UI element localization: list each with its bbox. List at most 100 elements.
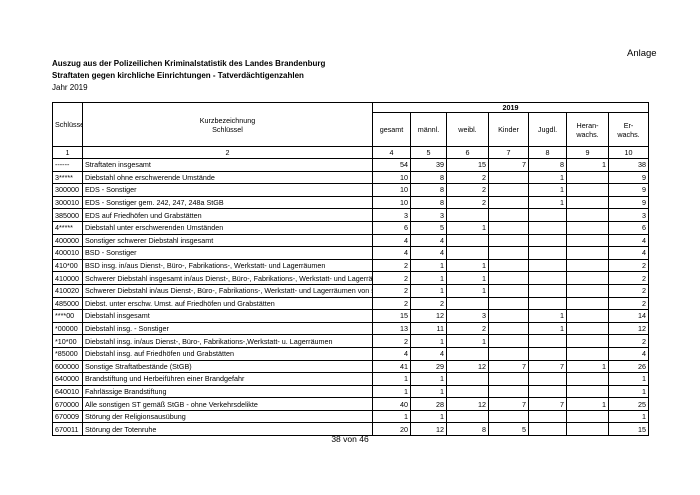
label-cell: Störung der Totenruhe (82, 422, 373, 437)
count-cell (528, 271, 567, 285)
count-cell (488, 372, 529, 386)
count-cell (528, 346, 567, 361)
column-number: 10 (608, 146, 649, 159)
count-cell (488, 271, 529, 285)
count-cell: 1 (528, 195, 567, 210)
data-row: 410000 Schwerer Diebstahl insgesamt in/au… (52, 271, 649, 285)
count-cell: 1 (410, 384, 447, 399)
count-cell: 1 (372, 372, 411, 386)
count-cell: 3 (372, 208, 411, 222)
count-cell: 1 (608, 384, 649, 399)
label-cell: Schwerer Diebstahl insgesamt in/aus Dien… (82, 271, 373, 285)
count-cell (566, 309, 609, 323)
column-head: Schlüssel (52, 102, 83, 147)
column-number: 7 (488, 146, 529, 159)
header-row: gesamt männl. weibl. Kinder Jugdl. Heran-wach… (53, 112, 649, 147)
count-cell: 7 (528, 397, 567, 411)
count-cell (488, 246, 529, 260)
key-cell: 385000 (52, 208, 83, 222)
label-cell: Diebstahl unter erschwerenden Umständen (82, 220, 373, 235)
count-cell (488, 309, 529, 323)
column-number: 6 (446, 146, 489, 159)
count-cell: 41 (372, 359, 411, 374)
label-cell: Diebstahl insg. in/aus Dienst-, Büro-, F… (82, 334, 373, 348)
count-cell (566, 195, 609, 210)
key-cell: 3***** (52, 170, 83, 185)
column-number: 4 (372, 146, 411, 159)
count-cell (566, 246, 609, 260)
key-cell: *00000 (52, 321, 83, 336)
count-cell: 4 (410, 246, 447, 260)
count-cell: 8 (528, 158, 567, 172)
count-cell: 5 (410, 220, 447, 235)
count-cell: 1 (446, 334, 489, 348)
key-cell: 300010 (52, 195, 83, 210)
count-cell: 1 (566, 359, 609, 374)
count-cell: 1 (446, 283, 489, 298)
count-cell: 4 (372, 346, 411, 361)
count-cell (488, 233, 529, 248)
count-cell: 12 (446, 359, 489, 374)
count-cell: 2 (446, 195, 489, 210)
count-cell: 9 (608, 170, 649, 185)
column-head-line: Schlüssel (55, 120, 82, 129)
count-cell: 25 (608, 397, 649, 411)
count-cell: 40 (372, 397, 411, 411)
count-cell: 2 (372, 296, 411, 311)
count-cell: 4 (372, 246, 411, 260)
count-cell (446, 208, 489, 222)
key-cell: 410020 (52, 283, 83, 298)
count-cell: 28 (410, 397, 447, 411)
count-cell (566, 372, 609, 386)
column-head: Heran-wachs. (566, 112, 609, 147)
key-cell: 485000 (52, 296, 83, 311)
column-head: männl. (410, 112, 447, 147)
count-cell: 14 (608, 309, 649, 323)
label-cell: Diebst. unter erschw. Umst. auf Friedhöf… (82, 296, 373, 311)
data-row: 3***** Diebstahl ohne erschwerende Umstän… (52, 170, 649, 185)
label-cell: EDS - Sonstiger (82, 183, 373, 197)
count-cell: 7 (528, 359, 567, 374)
label-cell: Straftaten insgesamt (82, 158, 373, 172)
label-cell: Alle sonstigen ST gemäß StGB - ohne Verk… (82, 397, 373, 411)
label-cell: Sonstiger schwerer Diebstahl insgesamt (82, 233, 373, 248)
count-cell (446, 372, 489, 386)
count-cell (488, 170, 529, 185)
count-cell: 2 (608, 258, 649, 273)
column-head: Kinder (488, 112, 529, 147)
column-head-line: gesamt (379, 125, 404, 134)
count-cell (566, 220, 609, 235)
label-cell: Schwerer Diebstahl in/aus Dienst-, Büro-… (82, 283, 373, 298)
count-cell: 7 (488, 397, 529, 411)
label-cell: Störung der Religionsausübung (82, 409, 373, 424)
label-cell: EDS auf Friedhöfen und Grabstätten (82, 208, 373, 222)
count-cell (446, 346, 489, 361)
count-cell: 7 (488, 158, 529, 172)
data-row: *85000 Diebstahl insg. auf Friedhöfen und… (52, 346, 649, 361)
column-head-line: Schlüssel (212, 124, 243, 134)
column-number: 9 (566, 146, 609, 159)
key-cell: 410*00 (52, 258, 83, 273)
count-cell: 8 (410, 170, 447, 185)
page-number: 38 von 46 (331, 434, 369, 444)
count-cell (528, 208, 567, 222)
column-head: weibl. (446, 112, 489, 147)
count-cell: 1 (446, 220, 489, 235)
titles: Auszug aus der Polizeilichen Kriminalsta… (52, 58, 325, 94)
count-cell (446, 246, 489, 260)
count-cell (528, 409, 567, 424)
count-cell: 1 (528, 170, 567, 185)
count-cell (488, 195, 529, 210)
count-cell (566, 384, 609, 399)
count-cell: 15 (608, 422, 649, 437)
count-cell: 4 (372, 233, 411, 248)
count-cell: 39 (410, 158, 447, 172)
data-row: 670009 Störung der Religionsausübung 1 1 1 (52, 409, 649, 424)
count-cell: 2 (372, 258, 411, 273)
column-head: Jugdl. (528, 112, 567, 147)
count-cell: 2 (372, 283, 411, 298)
count-cell: 10 (372, 183, 411, 197)
key-cell: 400000 (52, 233, 83, 248)
count-cell: 1 (372, 384, 411, 399)
count-cell (446, 233, 489, 248)
